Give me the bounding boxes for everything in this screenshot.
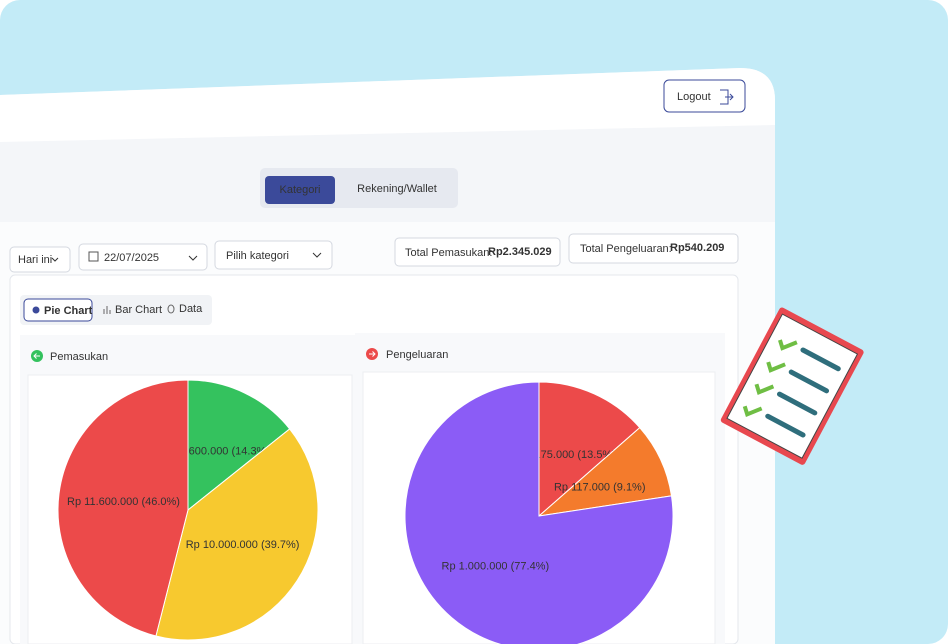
slice-label: Rp 117.000 (9.1%) (554, 482, 646, 494)
tab-active[interactable] (265, 176, 335, 204)
pie-slice (404, 381, 674, 644)
pie-slice (155, 428, 319, 641)
list-lines (765, 347, 841, 438)
logout-icon (720, 89, 734, 105)
period-label: Hari ini (18, 254, 52, 266)
calendar-icon (88, 251, 99, 262)
expense-total-value: Rp540.209 (670, 242, 724, 254)
chevron (51, 257, 59, 262)
income-total-label: Total Pemasukan: (405, 247, 492, 259)
slice-label: Rp 175.000 (13.5%) (517, 449, 615, 461)
view-tab-label: Pie Chart (44, 305, 93, 317)
arrow (33, 353, 40, 359)
chevron (312, 252, 322, 258)
date-label: 22/07/2025 (104, 252, 159, 264)
section-title: Pemasukan (50, 351, 108, 363)
income-total-box (394, 237, 561, 267)
slice-label: Rp 11.600.000 (46.0%) (67, 496, 180, 508)
bar-icon (103, 306, 111, 314)
view-tab-active[interactable] (23, 298, 93, 322)
pie-slice (57, 379, 189, 637)
pie-slice (187, 379, 291, 512)
pie-slice (538, 381, 641, 518)
expense-total-label: Total Pengeluaran: (580, 243, 672, 255)
category-select[interactable] (214, 240, 333, 270)
view-tab-label[interactable]: Bar Chart (115, 304, 162, 316)
arrow (369, 351, 376, 357)
data-icon (167, 304, 175, 314)
section-title: Pengeluaran (386, 349, 448, 361)
pie-icon (32, 306, 40, 314)
slice-label: Rp 10.000.000 (39.7%) (186, 539, 300, 551)
income-total-value: Rp2.345.029 (488, 246, 552, 258)
app-header (0, 68, 775, 142)
slice-label: Rp 3.600.000 (14.3%) (162, 445, 270, 457)
chevron (188, 255, 198, 261)
clipboard-illustration (720, 307, 864, 465)
expense-total-box (568, 233, 739, 264)
tab-label: Kategori (280, 184, 321, 196)
slice-label: Rp 1.000.000 (77.4%) (442, 561, 550, 573)
tab-label: Rekening/Wallet (357, 183, 437, 195)
date-picker[interactable] (78, 243, 208, 271)
logout-label: Logout (677, 91, 711, 103)
period-select[interactable] (9, 246, 71, 273)
checkmarks (742, 339, 798, 418)
view-tab-label[interactable]: Data (179, 303, 203, 315)
category-label: Pilih kategori (226, 250, 289, 262)
clipboard-paper (726, 313, 859, 459)
